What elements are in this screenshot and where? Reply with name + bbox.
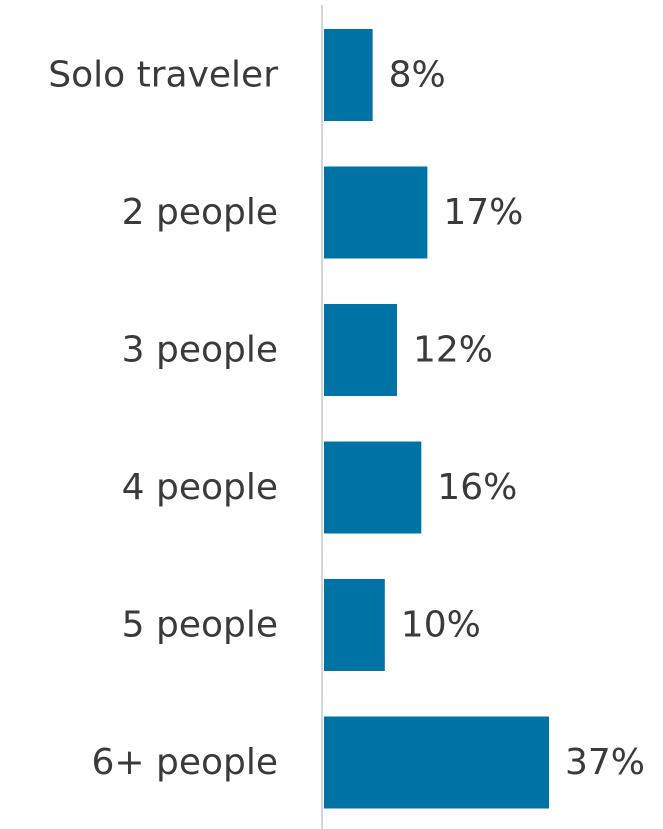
category-label-5-people: 5 people <box>122 605 278 646</box>
value-label-4-people: 16% <box>437 467 517 508</box>
value-label-2-people: 17% <box>443 192 523 233</box>
bar-6-people <box>324 716 549 809</box>
category-label-3-people: 3 people <box>122 330 278 371</box>
category-label-solo-traveler: Solo traveler <box>48 55 278 96</box>
category-label-6-people: 6+ people <box>91 742 278 783</box>
bar-2-people <box>324 166 428 259</box>
value-label-solo-traveler: 8% <box>389 55 446 96</box>
bars-group <box>324 29 549 809</box>
value-label-5-people: 10% <box>401 605 481 646</box>
category-labels-group: Solo traveler 2 people 3 people 4 people 5 p… <box>48 55 278 784</box>
value-labels-group: 8% 17% 12% 16% 10% 37% <box>389 55 645 784</box>
bar-3-people <box>324 304 397 396</box>
category-label-2-people: 2 people <box>122 192 278 233</box>
category-label-4-people: 4 people <box>122 467 278 508</box>
bar-solo-traveler <box>324 29 373 121</box>
bar-5-people <box>324 579 385 671</box>
value-label-6-people: 37% <box>565 742 645 783</box>
value-label-3-people: 12% <box>413 330 493 371</box>
bar-4-people <box>324 441 422 534</box>
